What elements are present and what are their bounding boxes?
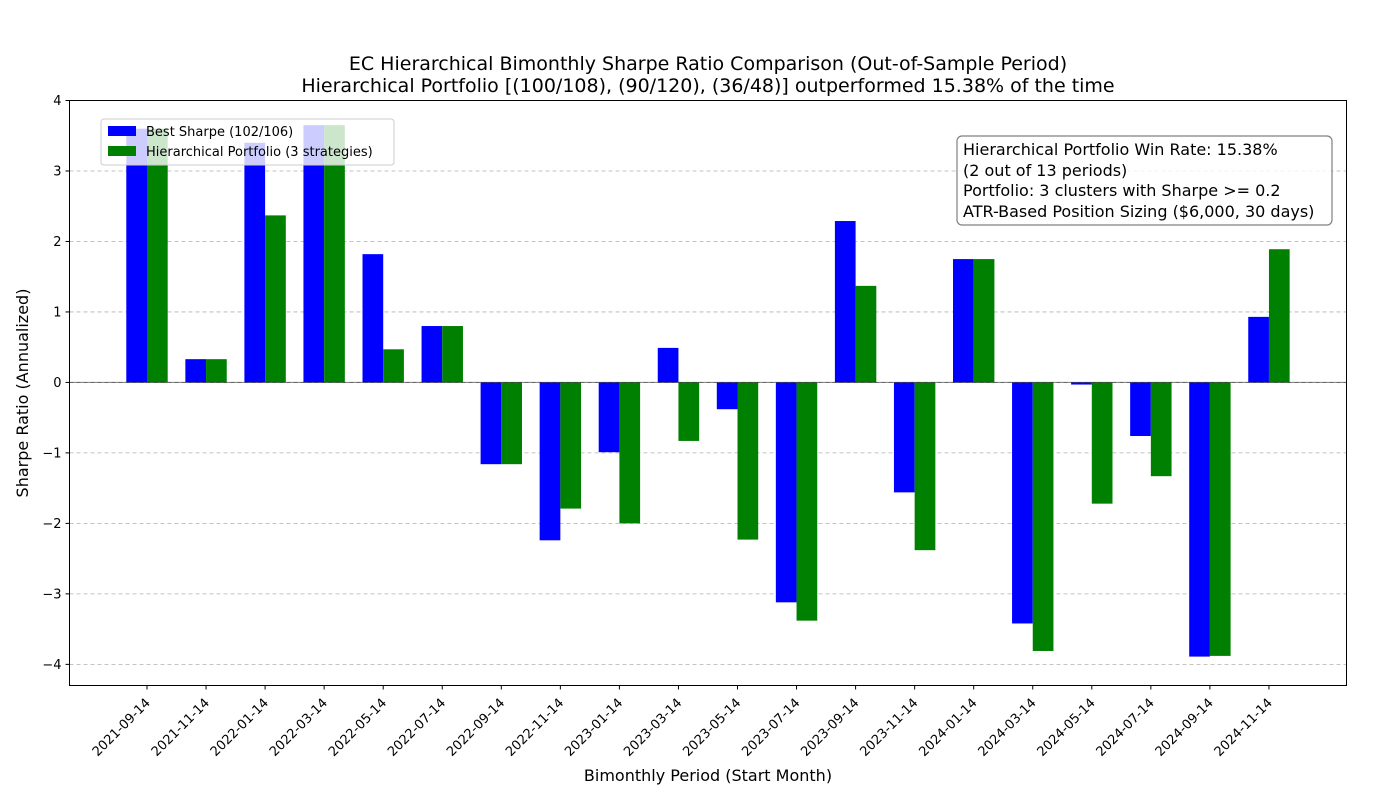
bars [126,125,1290,657]
bar-hierarchical-2022-09-14 [501,382,522,465]
annotation-line-4: ATR-Based Position Sizing ($6,000, 30 da… [963,202,1314,221]
bar-best-sharpe-2024-07-14 [1130,382,1151,436]
bar-hierarchical-2023-03-14 [678,382,700,441]
annotation-line-2: (2 out of 13 periods) [963,161,1127,180]
x-tick-label: 2023-03-14 [621,696,685,760]
bar-hierarchical-2022-07-14 [442,326,463,383]
x-tick-label: 2023-07-14 [739,696,803,760]
y-tick-label: 0 [53,376,61,391]
y-tick-label: 4 [53,94,61,109]
x-tick-label: 2024-07-14 [1094,696,1158,760]
x-tick-label: 2023-01-14 [562,696,626,760]
bar-best-sharpe-2024-09-14 [1189,382,1210,657]
bar-best-sharpe-2023-07-14 [775,382,797,603]
x-tick-label: 2022-09-14 [444,696,508,760]
bar-hierarchical-2022-11-14 [560,382,582,509]
plot-frame [69,100,1347,686]
x-tick-label: 2022-03-14 [267,696,331,760]
bar-hierarchical-2022-01-14 [265,215,286,383]
bar-best-sharpe-2024-01-14 [953,259,974,383]
bar-best-sharpe-2022-11-14 [539,382,561,541]
bar-best-sharpe-2021-11-14 [185,359,207,383]
bar-hierarchical-2023-09-14 [855,285,877,383]
legend-swatch-best-sharpe [108,126,136,136]
y-tick-label: 1 [53,305,61,320]
x-tick-label: 2022-11-14 [503,696,567,760]
y-tick-label: 2 [53,235,61,250]
annotation-box [956,135,1333,226]
bar-best-sharpe-2023-03-14 [657,347,679,383]
x-tick-label: 2024-05-14 [1035,696,1099,760]
legend-label-best-sharpe: Best Sharpe (102/106) [146,125,293,140]
legend-label-hierarchical: Hierarchical Portfolio (3 strategies) [146,145,373,160]
bar-best-sharpe-2022-05-14 [362,254,384,383]
bar-best-sharpe-2023-01-14 [598,382,620,453]
x-axis-label: Bimonthly Period (Start Month) [584,766,832,785]
y-tick-label: −3 [42,587,61,602]
bar-hierarchical-2024-01-14 [973,259,995,383]
y-tick-label: 3 [53,164,61,179]
bar-hierarchical-2022-03-14 [324,125,345,383]
bar-best-sharpe-2023-05-14 [716,382,738,410]
y-axis-ticks: −4 −3 −2 −1 0 1 2 3 4 [42,94,70,673]
x-tick-label: 2021-09-14 [90,696,154,760]
legend-box [100,118,395,166]
bar-best-sharpe-2024-05-14 [1071,382,1092,385]
y-tick-label: −2 [42,517,61,532]
bar-hierarchical-2023-11-14 [914,382,936,551]
chart-subtitle: Hierarchical Portfolio [(100/108), (90/1… [301,75,1114,97]
bar-hierarchical-2021-11-14 [206,359,227,383]
x-tick-label: 2023-05-14 [680,696,744,760]
bar-best-sharpe-2022-09-14 [480,382,502,465]
bar-best-sharpe-2023-09-14 [834,221,856,383]
legend-swatch-hierarchical [108,146,136,156]
annotation-line-3: Portfolio: 3 clusters with Sharpe >= 0.2 [963,181,1281,200]
x-tick-label: 2024-03-14 [976,696,1040,760]
chart-title: EC Hierarchical Bimonthly Sharpe Ratio C… [349,53,1067,75]
x-tick-label: 2024-11-14 [1212,696,1276,760]
bar-hierarchical-2024-05-14 [1091,382,1113,504]
bar-best-sharpe-2022-03-14 [303,125,325,383]
x-tick-label: 2022-05-14 [326,696,390,760]
bar-best-sharpe-2023-11-14 [893,382,915,493]
bar-best-sharpe-2021-09-14 [126,128,147,383]
x-tick-label: 2021-11-14 [149,696,213,760]
bar-hierarchical-2024-09-14 [1209,382,1231,656]
bar-hierarchical-2023-07-14 [796,382,818,621]
x-tick-label: 2024-09-14 [1153,696,1217,760]
x-tick-label: 2023-11-14 [857,696,921,760]
bar-hierarchical-2024-07-14 [1150,382,1172,477]
win-rate-annotation: Hierarchical Portfolio Win Rate: 15.38% … [956,135,1333,226]
x-tick-label: 2022-07-14 [385,696,449,760]
annotation-line-1: Hierarchical Portfolio Win Rate: 15.38% [963,140,1278,159]
bar-hierarchical-2023-01-14 [619,382,641,524]
bar-hierarchical-2021-09-14 [147,128,168,383]
bar-best-sharpe-2024-11-14 [1248,316,1269,383]
x-tick-label: 2023-09-14 [798,696,862,760]
bar-hierarchical-2023-05-14 [737,382,759,540]
bar-best-sharpe-2024-03-14 [1012,382,1033,624]
bar-best-sharpe-2022-07-14 [421,326,443,383]
y-tick-label: −4 [42,658,61,673]
bar-best-sharpe-2022-01-14 [244,142,266,383]
x-tick-label: 2024-01-14 [916,696,980,760]
x-tick-label: 2022-01-14 [208,696,272,760]
bar-hierarchical-2022-05-14 [383,349,404,383]
legend: Best Sharpe (102/106) Hierarchical Portf… [100,118,395,166]
bar-hierarchical-2024-03-14 [1032,382,1054,651]
bar-hierarchical-2024-11-14 [1268,249,1290,383]
x-axis-ticks: 2021-09-142021-11-142022-01-142022-03-14… [90,685,1276,760]
y-tick-label: −1 [42,446,61,461]
y-axis-label: Sharpe Ratio (Annualized) [13,289,32,498]
